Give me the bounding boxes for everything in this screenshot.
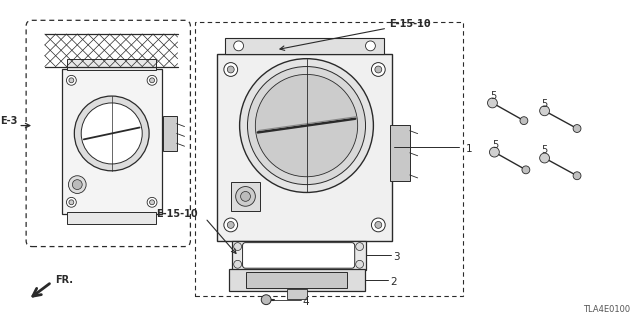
Text: 3: 3 bbox=[393, 252, 400, 262]
Text: E-15-10: E-15-10 bbox=[389, 19, 431, 29]
Circle shape bbox=[224, 63, 237, 76]
Circle shape bbox=[227, 221, 234, 228]
Circle shape bbox=[241, 191, 250, 201]
Circle shape bbox=[375, 66, 381, 73]
Bar bbox=[195, 22, 463, 296]
Circle shape bbox=[227, 66, 234, 73]
Circle shape bbox=[356, 243, 364, 251]
FancyBboxPatch shape bbox=[26, 20, 191, 247]
Text: 2: 2 bbox=[390, 277, 397, 287]
Text: 1: 1 bbox=[466, 144, 472, 154]
Circle shape bbox=[224, 218, 237, 232]
Circle shape bbox=[234, 260, 241, 268]
Text: 4: 4 bbox=[303, 297, 309, 307]
Circle shape bbox=[520, 117, 528, 124]
Text: E-3: E-3 bbox=[0, 116, 17, 126]
Circle shape bbox=[74, 96, 149, 171]
Circle shape bbox=[573, 172, 581, 180]
Circle shape bbox=[239, 59, 373, 192]
Circle shape bbox=[248, 67, 365, 185]
Text: 5: 5 bbox=[541, 145, 548, 155]
Bar bbox=[217, 54, 392, 241]
Circle shape bbox=[371, 63, 385, 76]
Circle shape bbox=[72, 180, 82, 189]
Circle shape bbox=[234, 41, 244, 51]
Bar bbox=[246, 272, 347, 288]
Text: 5: 5 bbox=[541, 99, 548, 109]
Bar bbox=[231, 182, 260, 211]
Circle shape bbox=[365, 41, 376, 51]
Bar bbox=[67, 212, 156, 224]
Circle shape bbox=[150, 200, 154, 205]
Circle shape bbox=[522, 166, 530, 174]
Circle shape bbox=[371, 218, 385, 232]
Circle shape bbox=[356, 260, 364, 268]
Circle shape bbox=[150, 78, 154, 83]
Circle shape bbox=[81, 103, 142, 164]
Bar bbox=[163, 116, 177, 151]
Bar bbox=[67, 59, 156, 70]
Circle shape bbox=[540, 153, 550, 163]
Circle shape bbox=[490, 147, 499, 157]
FancyBboxPatch shape bbox=[243, 243, 355, 268]
Bar bbox=[232, 241, 365, 270]
Circle shape bbox=[147, 197, 157, 207]
Bar bbox=[61, 68, 162, 214]
Bar bbox=[287, 289, 307, 299]
Circle shape bbox=[236, 187, 255, 206]
Text: FR.: FR. bbox=[54, 275, 73, 285]
Bar bbox=[228, 269, 365, 291]
Text: 5: 5 bbox=[490, 91, 497, 101]
Bar bbox=[225, 38, 384, 54]
Circle shape bbox=[540, 106, 550, 116]
Circle shape bbox=[147, 76, 157, 85]
Circle shape bbox=[261, 295, 271, 305]
Circle shape bbox=[375, 221, 381, 228]
Circle shape bbox=[234, 243, 241, 251]
Circle shape bbox=[488, 98, 497, 108]
Circle shape bbox=[68, 176, 86, 194]
Circle shape bbox=[69, 78, 74, 83]
Text: 5: 5 bbox=[492, 140, 499, 150]
Circle shape bbox=[67, 76, 76, 85]
Circle shape bbox=[67, 197, 76, 207]
Text: TLA4E0100: TLA4E0100 bbox=[583, 305, 630, 314]
Circle shape bbox=[69, 200, 74, 205]
Circle shape bbox=[255, 75, 358, 177]
Circle shape bbox=[573, 124, 581, 132]
Bar bbox=[390, 125, 410, 181]
Text: E-15-10: E-15-10 bbox=[156, 209, 198, 219]
